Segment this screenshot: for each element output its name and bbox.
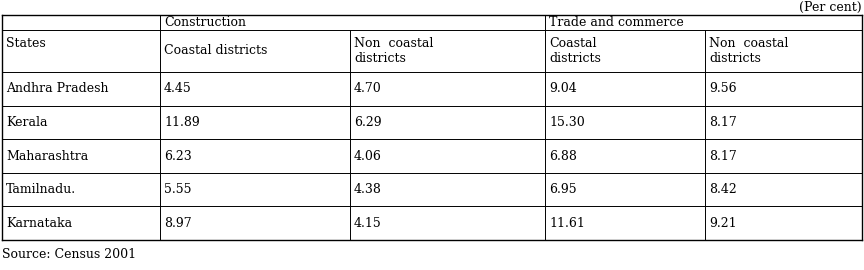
Text: Tamilnadu.: Tamilnadu.: [6, 183, 76, 196]
Text: 8.42: 8.42: [709, 183, 737, 196]
Text: 4.38: 4.38: [354, 183, 382, 196]
Text: 8.17: 8.17: [709, 116, 737, 129]
Text: 4.70: 4.70: [354, 82, 382, 95]
Text: 4.15: 4.15: [354, 217, 382, 230]
Text: 6.95: 6.95: [549, 183, 576, 196]
Text: 11.61: 11.61: [549, 217, 585, 230]
Text: 4.45: 4.45: [164, 82, 192, 95]
Text: 6.23: 6.23: [164, 150, 192, 163]
Text: Coastal districts: Coastal districts: [164, 45, 267, 58]
Text: 9.04: 9.04: [549, 82, 577, 95]
Text: 8.17: 8.17: [709, 150, 737, 163]
Text: Non  coastal
districts: Non coastal districts: [709, 37, 788, 65]
Text: Andhra Pradesh: Andhra Pradesh: [6, 82, 109, 95]
Text: 6.88: 6.88: [549, 150, 577, 163]
Text: Trade and commerce: Trade and commerce: [549, 16, 683, 29]
Text: Non  coastal
districts: Non coastal districts: [354, 37, 434, 65]
Text: 11.89: 11.89: [164, 116, 200, 129]
Text: 9.56: 9.56: [709, 82, 737, 95]
Text: 4.06: 4.06: [354, 150, 382, 163]
Text: Coastal
districts: Coastal districts: [549, 37, 600, 65]
Text: States: States: [6, 37, 46, 50]
Text: Kerala: Kerala: [6, 116, 48, 129]
Text: 5.55: 5.55: [164, 183, 192, 196]
Text: (Per cent): (Per cent): [799, 1, 862, 14]
Text: Source: Census 2001: Source: Census 2001: [2, 248, 137, 262]
Text: Construction: Construction: [164, 16, 246, 29]
Text: 8.97: 8.97: [164, 217, 192, 230]
Text: Maharashtra: Maharashtra: [6, 150, 88, 163]
Text: 9.21: 9.21: [709, 217, 737, 230]
Text: Karnataka: Karnataka: [6, 217, 72, 230]
Text: 15.30: 15.30: [549, 116, 585, 129]
Text: 6.29: 6.29: [354, 116, 382, 129]
